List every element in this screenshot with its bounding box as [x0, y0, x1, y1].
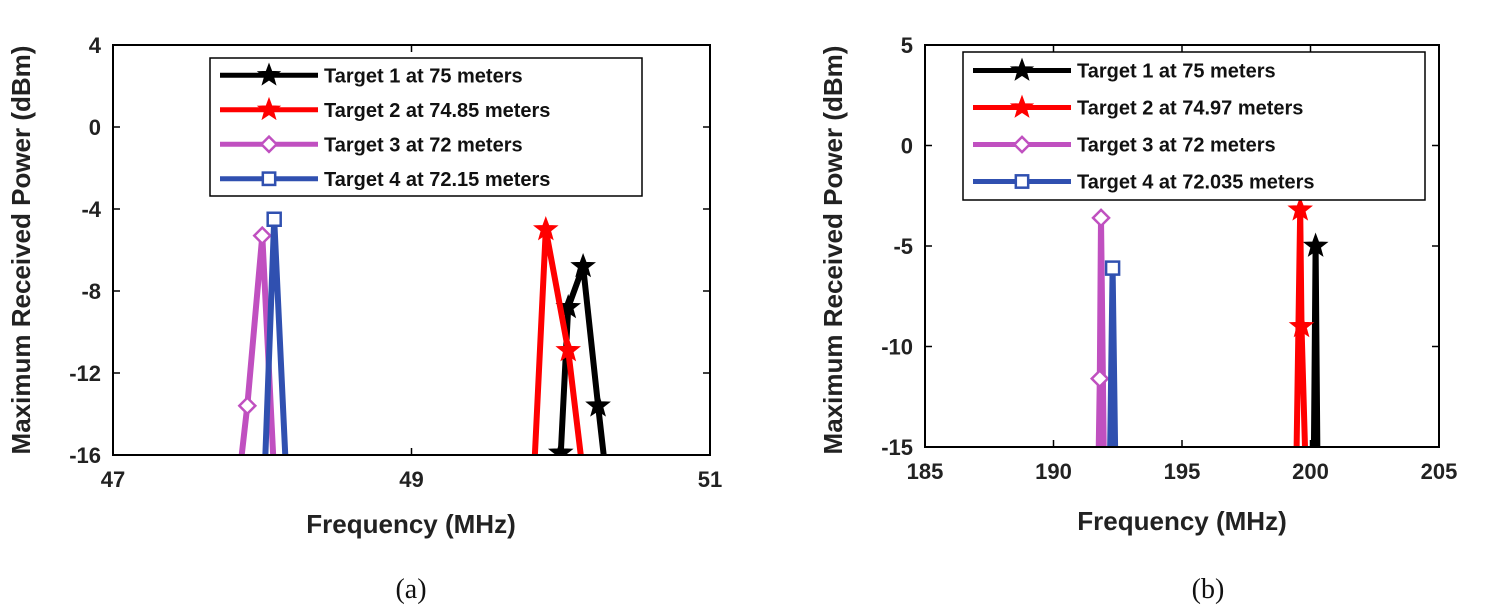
legend-marker-2 [256, 96, 282, 121]
x-tick-label: 51 [698, 467, 722, 492]
data-point-2 [1287, 196, 1313, 221]
plot-frame-a [112, 44, 711, 456]
legend-marker-3 [259, 134, 279, 154]
legend-box [962, 51, 1426, 201]
x-axis-label-b: Frequency (MHz) [1077, 506, 1286, 536]
series-line-1 [557, 263, 607, 455]
data-point-3 [1089, 368, 1110, 389]
legend-marker-3 [1012, 135, 1032, 154]
series-line-1 [1310, 243, 1321, 447]
legend-marker-4 [261, 171, 277, 187]
y-tick-label: -16 [69, 443, 101, 468]
y-tick-label: -8 [81, 279, 101, 304]
y-axis-label-a: Maximum Received Power (dBm) [6, 46, 36, 455]
y-tick-label: 0 [901, 134, 913, 159]
legend-label-2: Target 2 at 74.85 meters [324, 100, 550, 122]
x-tick-label: 200 [1292, 459, 1329, 484]
data-point-1 [1302, 232, 1329, 257]
x-tick-label: 49 [399, 467, 423, 492]
y-tick-label: -5 [893, 234, 913, 259]
plot-frame-b [924, 44, 1440, 448]
legend-marker-1 [1009, 57, 1035, 81]
data-point-2 [555, 336, 581, 362]
legend-label-3: Target 3 at 72 meters [324, 134, 523, 156]
legend-label-1: Target 1 at 75 meters [1077, 61, 1276, 83]
data-point-4 [266, 211, 282, 227]
legend-label-3: Target 3 at 72 meters [1077, 135, 1276, 157]
x-tick-label: 205 [1421, 459, 1458, 484]
y-tick-label: 0 [89, 115, 101, 140]
series-line-2 [1293, 206, 1308, 447]
series-group-a [237, 211, 611, 455]
chart-b: 185 190 195 200 205 -15 -10 -5 0 5 Target 1 at 75… [818, 33, 1457, 605]
data-point-1 [547, 439, 574, 455]
y-tick-label: -4 [81, 197, 101, 222]
ticks-group-a: 47 49 51 -16 -12 -8 -4 0 4 [69, 33, 722, 492]
data-point-3 [1091, 208, 1111, 228]
y-tick-label: -10 [881, 335, 913, 360]
legend-marker-4 [1014, 174, 1030, 189]
y-tick-label: 5 [901, 33, 913, 58]
x-tick-label: 47 [101, 467, 125, 492]
legend-label-1: Target 1 at 75 meters [324, 65, 523, 87]
series-line-2 [531, 226, 584, 455]
x-axis-label-a: Frequency (MHz) [306, 509, 515, 539]
legend-label-4: Target 4 at 72.15 meters [324, 169, 550, 191]
legend-marker-2 [1009, 94, 1035, 118]
data-point-3 [252, 225, 273, 246]
caption-a: (a) [395, 574, 426, 605]
x-tick-label: 190 [1035, 459, 1072, 484]
chart-a: 47 49 51 -16 -12 -8 -4 0 4 Target 1 at 75 meters… [6, 33, 722, 605]
legend-label-2: Target 2 at 74.97 meters [1077, 98, 1303, 120]
legend-a: Target 1 at 75 meters Target 2 at 74.85 m… [209, 57, 643, 197]
caption-b: (b) [1192, 574, 1225, 605]
legend-label-4: Target 4 at 72.035 meters [1077, 172, 1315, 194]
y-tick-label: -12 [69, 361, 101, 386]
legend-box [209, 57, 643, 197]
series-group-b [1089, 196, 1329, 447]
legend-b: Target 1 at 75 meters Target 2 at 74.97 m… [962, 51, 1426, 201]
data-point-1 [570, 252, 596, 278]
data-point-4 [1104, 260, 1121, 276]
data-point-3 [237, 396, 258, 416]
x-tick-label: 185 [907, 459, 944, 484]
y-tick-label: -15 [881, 435, 913, 460]
x-tick-label: 195 [1164, 459, 1201, 484]
data-point-1 [585, 392, 611, 417]
data-point-2 [533, 216, 559, 241]
data-point-2 [1288, 312, 1315, 338]
y-axis-label-b: Maximum Received Power (dBm) [818, 46, 848, 455]
y-tick-label: 4 [89, 33, 102, 58]
legend-marker-1 [256, 62, 282, 86]
